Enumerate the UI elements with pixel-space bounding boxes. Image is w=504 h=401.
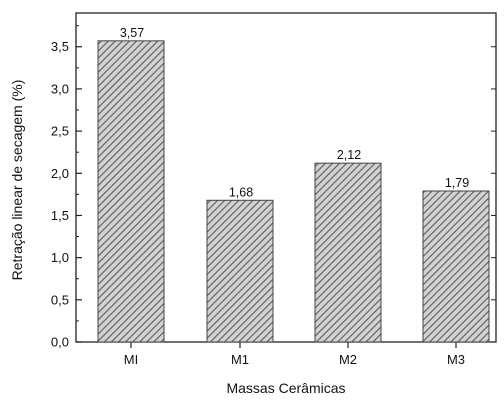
y-axis: 0,0 0,5 1,0 1,5 2,0 2,5 3,0 3,5 [51,25,496,350]
y-tick-label: 3,0 [51,81,69,96]
x-tick-label: M3 [447,352,465,367]
data-label-m1: 1,68 [229,185,253,199]
y-tick-label: 2,5 [51,124,69,139]
plot-frame [75,12,497,343]
y-tick-label: 2,0 [51,166,69,181]
y-tick-label: 1,5 [51,208,69,223]
bar-m2 [314,162,382,343]
y-tick-label: 0,0 [51,335,69,350]
data-label-m3: 1,79 [445,176,469,190]
x-axis: MI M1 M2 M3 [124,342,465,367]
data-labels: 3,57 1,68 2,12 1,79 [120,26,469,199]
y-axis-title: Retração linear de secagem (%) [9,80,25,281]
bars [97,40,490,343]
y-tick-label: 1,0 [51,250,69,265]
bar-mi [97,40,165,343]
bar-m1 [206,199,274,343]
bar-m3 [422,190,490,343]
data-label-mi: 3,57 [120,26,144,40]
y-tick-label: 0,5 [51,292,69,307]
x-tick-label: M1 [231,352,249,367]
x-tick-label: M2 [339,352,357,367]
data-label-m2: 2,12 [337,148,361,162]
x-tick-label: MI [124,352,138,367]
x-axis-title: Massas Cerâmicas [226,380,345,396]
y-tick-label: 3,5 [51,39,69,54]
